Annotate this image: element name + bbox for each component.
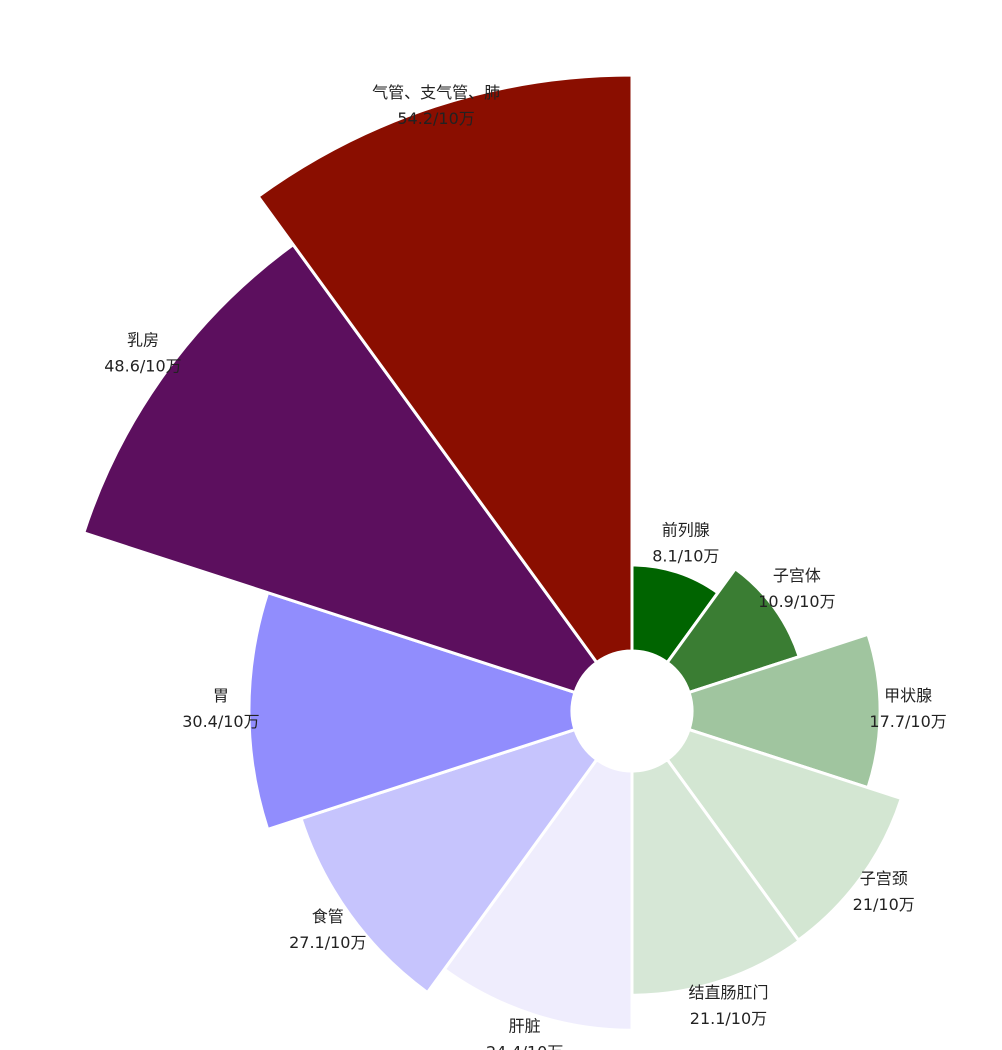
rose-slice-4	[630, 758, 801, 997]
rose-slice-7	[247, 591, 577, 831]
slice-value-label-0: 8.1/10万	[652, 546, 719, 565]
slice-value-label-8: 48.6/10万	[104, 357, 181, 376]
rose-slice-9	[256, 73, 634, 664]
slice-value-label-4: 21.1/10万	[690, 1009, 767, 1028]
slice-value-label-5: 24.4/10万	[486, 1042, 563, 1050]
slice-name-label-3: 子宫颈	[860, 869, 908, 888]
rose-slice-1	[665, 567, 801, 694]
slice-name-label-4: 结直肠肛门	[688, 983, 768, 1002]
slice-name-label-9: 气管、支气管、肺	[372, 83, 500, 102]
slice-value-label-7: 30.4/10万	[182, 712, 259, 731]
rose-slice-2	[687, 632, 882, 790]
slice-name-label-7: 胃	[213, 686, 229, 705]
rose-slice-3	[665, 728, 903, 942]
slice-value-label-1: 10.9/10万	[758, 592, 835, 611]
slices-layer	[82, 73, 903, 1032]
slice-name-label-2: 甲状腺	[884, 686, 932, 705]
rose-slice-8	[82, 243, 599, 694]
rose-slice-0	[630, 563, 720, 664]
slice-name-label-8: 乳房	[127, 331, 159, 350]
rose-slice-5	[442, 758, 634, 1032]
slice-value-label-3: 21/10万	[853, 895, 915, 914]
slice-value-label-2: 17.7/10万	[869, 712, 946, 731]
slice-name-label-0: 前列腺	[662, 520, 710, 539]
slice-name-label-1: 子宫体	[773, 566, 821, 585]
slice-name-label-6: 食管	[312, 907, 344, 926]
slice-value-label-9: 54.2/10万	[397, 109, 474, 128]
slice-name-label-5: 肝脏	[509, 1016, 541, 1035]
slice-value-label-6: 27.1/10万	[289, 933, 366, 952]
